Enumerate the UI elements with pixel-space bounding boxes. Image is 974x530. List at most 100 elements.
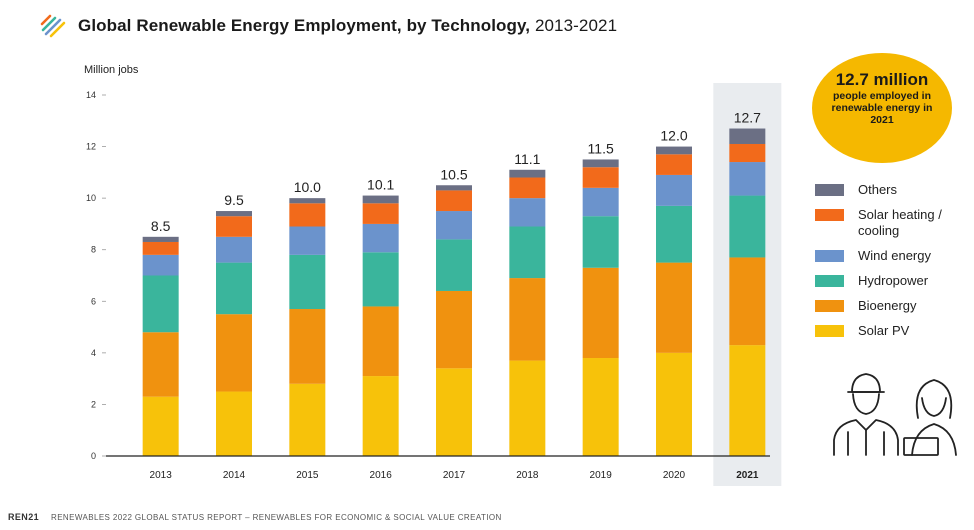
bar-2014-others [216, 211, 252, 217]
total-label-2017: 10.5 [440, 166, 467, 182]
callout-bubble: 12.7 million people employed in renewabl… [812, 53, 952, 163]
legend-item-wind-energy: Wind energy [815, 248, 968, 264]
y-tick-label: 0 [91, 451, 96, 461]
chart-title-text: Global Renewable Energy Employment, by T… [78, 16, 531, 35]
y-axis-label: Million jobs [84, 64, 139, 76]
legend-label: Solar heating / cooling [858, 207, 942, 238]
x-tick-label-2014: 2014 [223, 470, 246, 481]
y-tick-label: 2 [91, 399, 96, 409]
x-tick-label-2016: 2016 [370, 470, 393, 481]
bar-2016-solar-pv [362, 376, 399, 456]
callout-text: people employed in renewable energy in 2… [831, 90, 933, 126]
bar-2021-bioenergy [729, 257, 766, 346]
y-tick-label: 6 [91, 296, 96, 306]
legend-item-hydropower: Hydropower [815, 273, 968, 289]
bar-2018-others [509, 169, 546, 178]
legend: Others Solar heating / cooling Wind energy… [815, 182, 968, 348]
footer-text: RENEWABLES 2022 GLOBAL STATUS REPORT – R… [51, 513, 502, 522]
bar-2018-solar-pv [509, 360, 546, 456]
bar-2021-others [729, 128, 766, 144]
legend-item-others: Others [815, 182, 968, 198]
total-label-2013: 8.5 [151, 218, 171, 234]
x-tick-label-2020: 2020 [663, 470, 686, 481]
bar-2020-solar-heating-cooling [656, 154, 692, 175]
footer: REN21 RENEWABLES 2022 GLOBAL STATUS REPOR… [8, 512, 502, 522]
bar-2014-solar-pv [216, 391, 252, 456]
legend-swatch [815, 325, 844, 337]
bars [142, 128, 766, 456]
total-label-2019: 11.5 [588, 140, 614, 156]
x-tick-label-2017: 2017 [443, 470, 466, 481]
legend-swatch [815, 184, 844, 196]
bar-2014-hydropower [216, 262, 252, 315]
bar-2021-wind-energy [729, 162, 766, 196]
y-tick-label: 4 [91, 348, 96, 358]
bar-2013-bioenergy [142, 332, 179, 397]
total-labels: 8.5 9.5 10.0 10.1 10.5 11.1 11.5 12.0 12.7 [151, 110, 761, 234]
y-tick-label: 10 [86, 193, 96, 203]
legend-item-bioenergy: Bioenergy [815, 298, 968, 314]
legend-label: Hydropower [858, 273, 929, 288]
bar-2014-solar-heating-cooling [216, 216, 252, 237]
y-tick-label: 8 [91, 245, 96, 255]
x-tick-label-2015: 2015 [296, 470, 319, 481]
bar-2020-hydropower [656, 205, 692, 263]
bar-2018-wind-energy [509, 198, 546, 227]
bar-2017-others [436, 185, 472, 191]
bar-2021-solar-pv [729, 345, 766, 456]
total-label-2021: 12.7 [734, 110, 761, 126]
y-axis: 0 2 4 6 8 10 12 14 [86, 90, 106, 461]
bar-2013-hydropower [142, 275, 179, 333]
x-tick-label-2021: 2021 [736, 470, 759, 481]
legend-swatch [815, 275, 844, 287]
bar-2019-solar-pv [582, 358, 619, 456]
bar-2013-solar-heating-cooling [142, 241, 179, 255]
callout-headline: 12.7 million [835, 70, 929, 89]
bar-2016-solar-heating-cooling [362, 203, 399, 224]
bar-2019-solar-heating-cooling [582, 167, 619, 188]
bar-2015-wind-energy [289, 226, 326, 255]
bar-2020-bioenergy [656, 262, 692, 353]
bar-2015-hydropower [289, 254, 326, 310]
legend-swatch [815, 250, 844, 262]
legend-swatch [815, 209, 844, 221]
y-tick-label: 14 [86, 90, 96, 100]
bar-2019-wind-energy [582, 187, 619, 217]
bar-2018-hydropower [509, 226, 546, 279]
bar-2020-wind-energy [656, 174, 692, 206]
x-tick-label-2019: 2019 [590, 470, 613, 481]
total-label-2020: 12.0 [660, 128, 687, 144]
bar-2019-hydropower [582, 216, 619, 268]
bar-2019-bioenergy [582, 267, 619, 359]
bar-2020-others [656, 146, 692, 155]
bar-2017-solar-heating-cooling [436, 190, 472, 212]
bar-2016-hydropower [362, 252, 399, 307]
bar-2015-others [289, 198, 326, 204]
bar-2013-solar-pv [142, 396, 179, 456]
bar-2018-solar-heating-cooling [509, 177, 546, 199]
chart-header: Global Renewable Energy Employment, by T… [40, 14, 617, 38]
total-label-2016: 10.1 [367, 177, 394, 193]
legend-label: Others [858, 182, 898, 197]
total-label-2018: 11.1 [514, 151, 540, 167]
x-tick-label-2018: 2018 [516, 470, 539, 481]
bar-2016-bioenergy [362, 306, 399, 377]
bar-2017-hydropower [436, 239, 472, 291]
workers-illustration-icon [833, 373, 957, 456]
legend-item-solar-heating-cooling: Solar heating / cooling [815, 207, 968, 239]
footer-brand: REN21 [8, 512, 40, 522]
bar-2013-others [142, 236, 179, 242]
bar-2014-wind-energy [216, 236, 252, 263]
x-axis: 2013 2014 2015 2016 2017 2018 2019 2020 2021 [106, 455, 770, 481]
bar-2014-bioenergy [216, 314, 252, 392]
chart-title: Global Renewable Energy Employment, by T… [78, 16, 617, 36]
bar-2017-solar-pv [436, 368, 472, 456]
y-tick-label: 12 [86, 142, 96, 152]
legend-item-solar-pv: Solar PV [815, 323, 968, 339]
legend-label: Wind energy [858, 248, 931, 263]
legend-swatch [815, 300, 844, 312]
bar-2018-bioenergy [509, 278, 546, 361]
bar-2015-bioenergy [289, 309, 326, 384]
legend-label: Bioenergy [858, 298, 917, 313]
